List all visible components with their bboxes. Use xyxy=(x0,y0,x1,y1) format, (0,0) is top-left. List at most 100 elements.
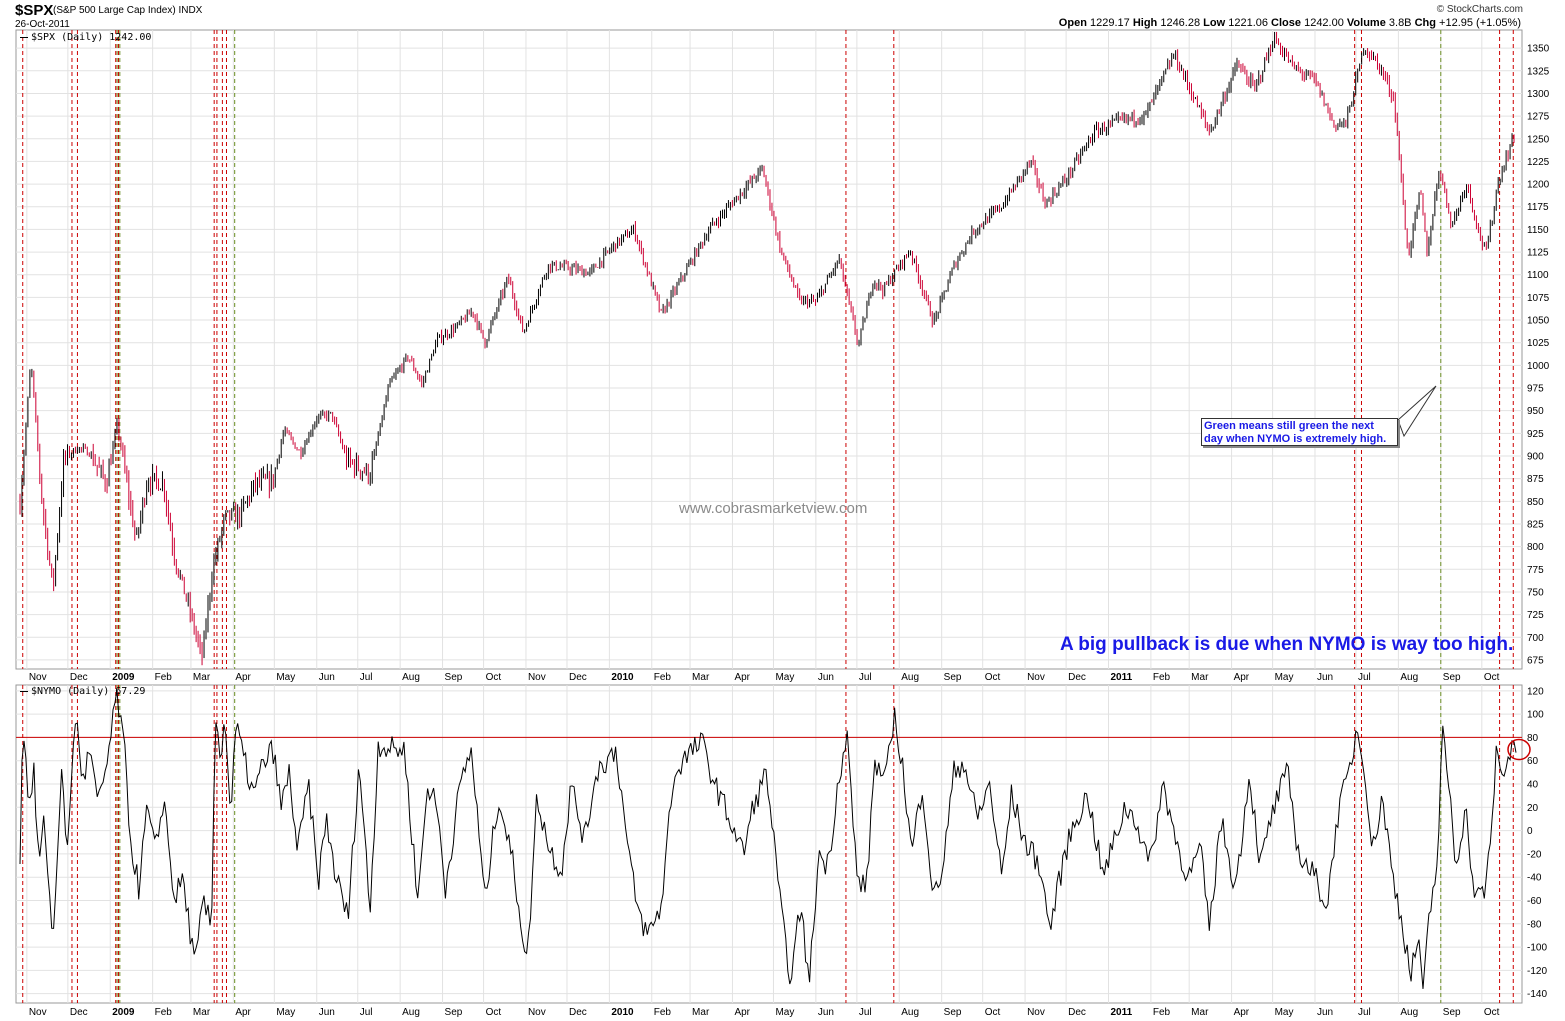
nymo-y-tick-label: -140 xyxy=(1527,989,1547,1000)
spx-y-tick-label: 775 xyxy=(1527,565,1544,576)
nymo-x-tick-label: Aug xyxy=(402,1007,420,1018)
spx-y-tick-label: 1150 xyxy=(1527,225,1549,236)
spx-y-tick-label: 1075 xyxy=(1527,293,1550,304)
callout-line-1: Green means still green the next xyxy=(1204,420,1374,432)
symbol-description: (S&P 500 Large Cap Index) INDX xyxy=(53,5,203,16)
spx-y-tick-label: 1050 xyxy=(1527,316,1550,327)
spx-legend: $SPX (Daily) 1242.00 xyxy=(20,32,151,43)
spx-y-tick-label: 1000 xyxy=(1527,361,1550,372)
spx-x-tick-label: Mar xyxy=(193,672,211,683)
symbol-ticker: $SPX xyxy=(15,2,54,19)
spx-x-tick-label: Aug xyxy=(1400,672,1418,683)
nymo-x-tick-label: Nov xyxy=(528,1007,546,1018)
spx-x-tick-label: Jul xyxy=(360,672,373,683)
nymo-legend: $NYMO (Daily) 67.29 xyxy=(20,686,145,697)
spx-y-tick-label: 875 xyxy=(1527,474,1544,485)
spx-x-tick-label: Feb xyxy=(1153,672,1171,683)
spx-x-tick-label: Jul xyxy=(859,672,872,683)
nymo-x-tick-label: Apr xyxy=(235,1007,251,1018)
nymo-x-tick-label: Aug xyxy=(1400,1007,1418,1018)
spx-x-tick-label: Oct xyxy=(985,672,1001,683)
volume-value: 3.8B xyxy=(1388,17,1412,29)
spx-x-tick-label: Nov xyxy=(29,672,47,683)
spx-y-tick-label: 750 xyxy=(1527,587,1544,598)
nymo-y-tick-label: 120 xyxy=(1527,686,1544,697)
spx-x-tick-label: Feb xyxy=(155,672,173,683)
spx-y-tick-label: 1100 xyxy=(1527,270,1549,281)
spx-y-tick-label: 925 xyxy=(1527,429,1544,440)
close-label: Close xyxy=(1271,17,1302,29)
spx-y-tick-label: 1350 xyxy=(1527,44,1550,55)
nymo-y-tick-label: -40 xyxy=(1527,873,1542,884)
nymo-x-tick-label: Feb xyxy=(654,1007,672,1018)
open-label: Open xyxy=(1058,17,1087,29)
low-label: Low xyxy=(1203,17,1226,29)
spx-y-tick-label: 1200 xyxy=(1527,180,1550,191)
nymo-x-tick-label: May xyxy=(276,1007,295,1018)
nymo-x-tick-label: Mar xyxy=(692,1007,710,1018)
spx-y-tick-label: 1275 xyxy=(1527,112,1550,123)
quote-summary: Open 1229.17 High 1246.28 Low 1221.06 Cl… xyxy=(1059,17,1521,29)
callout-line-2: day when NYMO is extremely high. xyxy=(1204,433,1387,445)
callout-pointer xyxy=(1397,385,1437,438)
spx-x-tick-label: 2010 xyxy=(611,672,634,683)
spx-y-tick-label: 675 xyxy=(1527,655,1544,666)
nymo-x-tick-label: Feb xyxy=(1153,1007,1171,1018)
nymo-x-tick-label: Sep xyxy=(445,1007,463,1018)
chg-label: Chg xyxy=(1414,17,1436,29)
nymo-x-tick-label: Apr xyxy=(1234,1007,1250,1018)
spx-x-tick-label: Sep xyxy=(445,672,463,683)
nymo-y-tick-label: 20 xyxy=(1527,803,1539,814)
spx-y-tick-label: 1250 xyxy=(1527,134,1550,145)
high-label: High xyxy=(1132,17,1158,29)
spx-x-tick-label: Apr xyxy=(734,672,750,683)
nymo-y-tick-label: -60 xyxy=(1527,896,1542,907)
nymo-x-tick-label: Jul xyxy=(1358,1007,1371,1018)
spx-y-tick-label: 725 xyxy=(1527,610,1544,621)
spx-x-tick-label: 2011 xyxy=(1110,672,1132,683)
nymo-x-tick-label: Oct xyxy=(985,1007,1001,1018)
spx-x-tick-label: Dec xyxy=(70,672,88,683)
spx-y-tick-label: 700 xyxy=(1527,633,1544,644)
spx-y-tick-label: 800 xyxy=(1527,542,1544,553)
spx-x-tick-label: Jun xyxy=(818,672,834,683)
nymo-y-tick-label: -20 xyxy=(1527,849,1542,860)
high-value: 1246.28 xyxy=(1160,17,1201,29)
nymo-x-tick-label: Jul xyxy=(360,1007,373,1018)
spx-x-tick-label: Mar xyxy=(1191,672,1209,683)
nymo-x-tick-label: May xyxy=(1275,1007,1294,1018)
nymo-y-tick-label: -80 xyxy=(1527,919,1542,930)
spx-legend-text: $SPX (Daily) 1242.00 xyxy=(31,32,152,43)
spx-x-tick-label: Nov xyxy=(1027,672,1045,683)
nymo-x-tick-label: Nov xyxy=(29,1007,47,1018)
nymo-legend-text: $NYMO (Daily) 67.29 xyxy=(31,686,146,697)
spx-x-tick-label: Aug xyxy=(901,672,919,683)
volume-label: Volume xyxy=(1346,17,1386,29)
nymo-y-tick-label: 0 xyxy=(1527,826,1533,837)
nymo-x-tick-label: Dec xyxy=(70,1007,88,1018)
spx-x-tick-label: Dec xyxy=(1068,672,1086,683)
nymo-x-tick-label: May xyxy=(775,1007,794,1018)
spx-x-tick-label: Jun xyxy=(319,672,335,683)
spx-x-tick-label: Feb xyxy=(654,672,672,683)
nymo-x-tick-label: Dec xyxy=(1068,1007,1086,1018)
stockcharts-watermark: © StockCharts.com xyxy=(1436,4,1523,15)
nymo-x-tick-label: Aug xyxy=(901,1007,919,1018)
nymo-x-tick-label: Nov xyxy=(1027,1007,1045,1018)
nymo-series-line xyxy=(19,689,1517,989)
nymo-x-tick-label: Dec xyxy=(569,1007,587,1018)
spx-x-tick-label: Sep xyxy=(944,672,962,683)
spx-x-tick-label: Dec xyxy=(569,672,587,683)
spx-x-tick-label: Mar xyxy=(692,672,710,683)
nymo-y-tick-label: 80 xyxy=(1527,733,1539,744)
spx-x-tick-label: Apr xyxy=(1234,672,1250,683)
nymo-x-tick-label: Feb xyxy=(155,1007,173,1018)
nymo-y-tick-label: -100 xyxy=(1527,943,1547,954)
nymo-x-tick-label: Oct xyxy=(1484,1007,1500,1018)
nymo-y-tick-label: -120 xyxy=(1527,966,1547,977)
spx-y-tick-label: 1300 xyxy=(1527,89,1550,100)
open-value: 1229.17 xyxy=(1089,17,1130,29)
spx-x-tick-label: Jul xyxy=(1358,672,1371,683)
nymo-x-tick-label: Jul xyxy=(859,1007,872,1018)
